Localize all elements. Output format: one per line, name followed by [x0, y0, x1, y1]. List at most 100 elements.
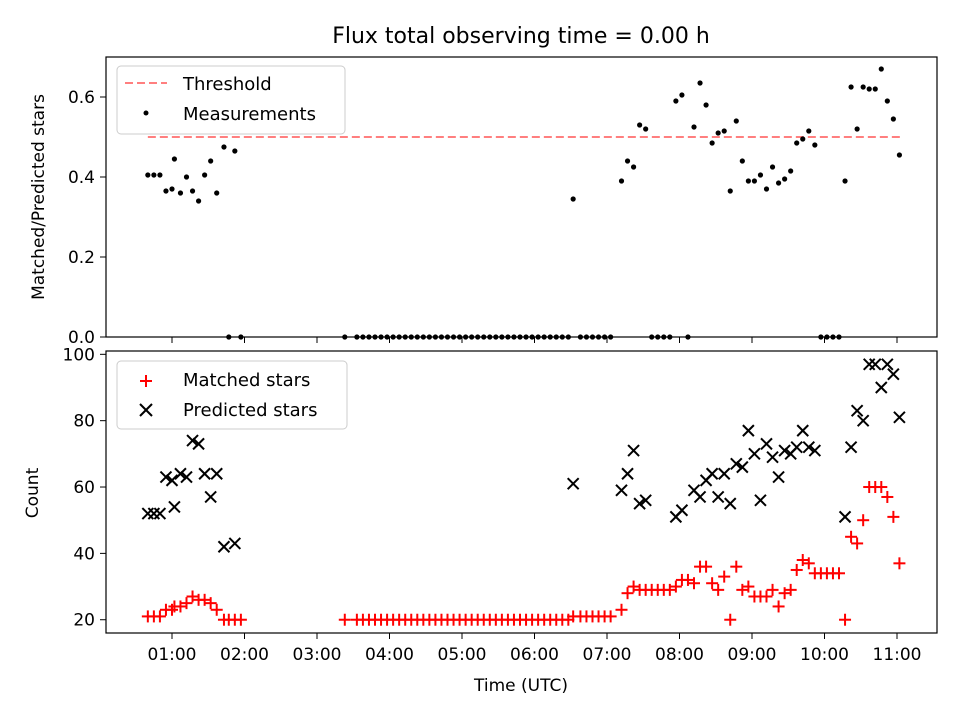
x-tick-label: 06:00 [510, 645, 559, 665]
matched-stars-point [760, 590, 773, 603]
measurement-point [848, 84, 854, 90]
top-y-tick-label: 0.6 [68, 88, 95, 108]
matched-stars-point [621, 587, 634, 600]
measurement-point [775, 180, 782, 186]
predicted-stars-point [887, 368, 900, 381]
measurement-point [709, 140, 715, 146]
x-tick-label: 05:00 [438, 645, 487, 665]
measurement-point [884, 98, 890, 104]
measurement-point [171, 156, 178, 162]
matched-stars-point [893, 557, 906, 570]
matched-stars-point [833, 567, 845, 580]
matched-stars-point [180, 597, 193, 610]
x-tick-label: 03:00 [293, 645, 342, 665]
matched-stars-point [881, 490, 894, 503]
matched-stars-point [198, 593, 211, 606]
bottom-y-tick-label: 20 [73, 611, 95, 631]
predicted-stars-point [881, 358, 894, 371]
predicted-stars-point [168, 500, 181, 514]
top-x-ticks [171, 337, 898, 343]
predicted-stars-point [198, 467, 211, 480]
predicted-stars-point [566, 477, 580, 490]
matched-stars-point [681, 573, 694, 586]
bottom-plot-frame [105, 350, 938, 634]
measurement-point [570, 196, 576, 202]
bottom-y-ticks: 20 40 60 80 100 [63, 345, 106, 631]
predicted-stars-point [856, 414, 870, 427]
predicted-stars-point [165, 474, 179, 487]
predicted-stars-point [742, 424, 755, 437]
x-tick-label: 11:00 [873, 645, 922, 665]
measurement-point [721, 128, 727, 134]
bottom-legend: Matched stars Predicted stars [116, 360, 348, 430]
measurement-point [208, 158, 214, 164]
measurement-point [794, 140, 800, 146]
measurement-point [757, 172, 764, 178]
top-panel: 0.0 0.2 0.4 0.6 Matched/Predicted stars Thr… [29, 56, 938, 348]
measurement-point [890, 116, 896, 122]
measurement-point [202, 172, 208, 178]
predicted-stars-point [893, 411, 906, 424]
predicted-stars-point [159, 470, 173, 484]
top-y-tick-label: 0.4 [68, 168, 95, 188]
predicted-stars-point [180, 470, 193, 484]
matched-stars-point [234, 613, 247, 626]
matched-stars-point [210, 603, 223, 616]
matched-stars-point [627, 580, 640, 593]
predicted-stars-point [217, 540, 231, 553]
x-tick-label: 08:00 [655, 645, 704, 665]
predicted-stars-point [778, 444, 791, 457]
matched-stars-point [706, 577, 719, 590]
matched-stars-point [887, 510, 900, 523]
legend-measurements-swatch [143, 110, 149, 116]
measurement-point [878, 66, 884, 72]
predicted-stars-point [772, 470, 785, 484]
bottom-x-ticks: 01:00 02:00 03:00 04:00 05:00 06:00 07:00 08:00… [148, 633, 922, 665]
matched-stars-point [802, 557, 815, 570]
x-tick-label: 02:00 [220, 645, 269, 665]
top-data-layer [145, 66, 904, 340]
legend-threshold-label: Threshold [182, 74, 272, 95]
matched-stars-point [730, 560, 743, 573]
measurement-point [715, 130, 721, 136]
predicted-stars-point [838, 510, 852, 524]
matched-stars-point [766, 583, 779, 596]
predicted-stars-point [808, 444, 822, 457]
predicted-stars-point [736, 460, 749, 474]
predicted-stars-point [869, 358, 882, 371]
bottom-y-tick-label: 40 [73, 544, 95, 564]
predicted-stars-point [705, 467, 719, 480]
predicted-stars-point [790, 441, 803, 454]
measurement-point [800, 136, 806, 142]
matched-stars-point [604, 610, 617, 623]
measurement-point [637, 122, 643, 128]
measurement-point [673, 98, 679, 104]
measurement-point [703, 102, 709, 108]
bottom-y-tick-label: 100 [63, 345, 95, 365]
matched-stars-point [851, 537, 864, 550]
bottom-y-axis-label: Count [23, 467, 43, 518]
predicted-stars-point [192, 437, 205, 451]
matched-stars-point [778, 587, 791, 600]
matched-stars-point [796, 554, 809, 567]
measurement-point [733, 118, 739, 124]
predicted-stars-point [615, 484, 628, 497]
measurement-point [624, 158, 631, 164]
predicted-stars-point [875, 381, 888, 394]
matched-stars-point [742, 580, 755, 593]
matched-stars-point [338, 613, 351, 626]
chart-title: Flux total observing time = 0.00 h [332, 24, 710, 49]
matched-stars-point [839, 613, 852, 626]
matched-stars-point [186, 590, 199, 603]
bottom-data-layer [141, 358, 906, 626]
predicted-stars-point [627, 444, 640, 457]
measurement-point [232, 148, 238, 154]
predicted-stars-point [675, 504, 689, 517]
matched-stars-point [663, 583, 676, 596]
legend-matched-swatch [140, 375, 152, 387]
matched-stars-point [790, 563, 803, 576]
predicted-stars-point [796, 424, 809, 437]
measurement-point [163, 188, 169, 194]
measurement-point [854, 126, 860, 132]
